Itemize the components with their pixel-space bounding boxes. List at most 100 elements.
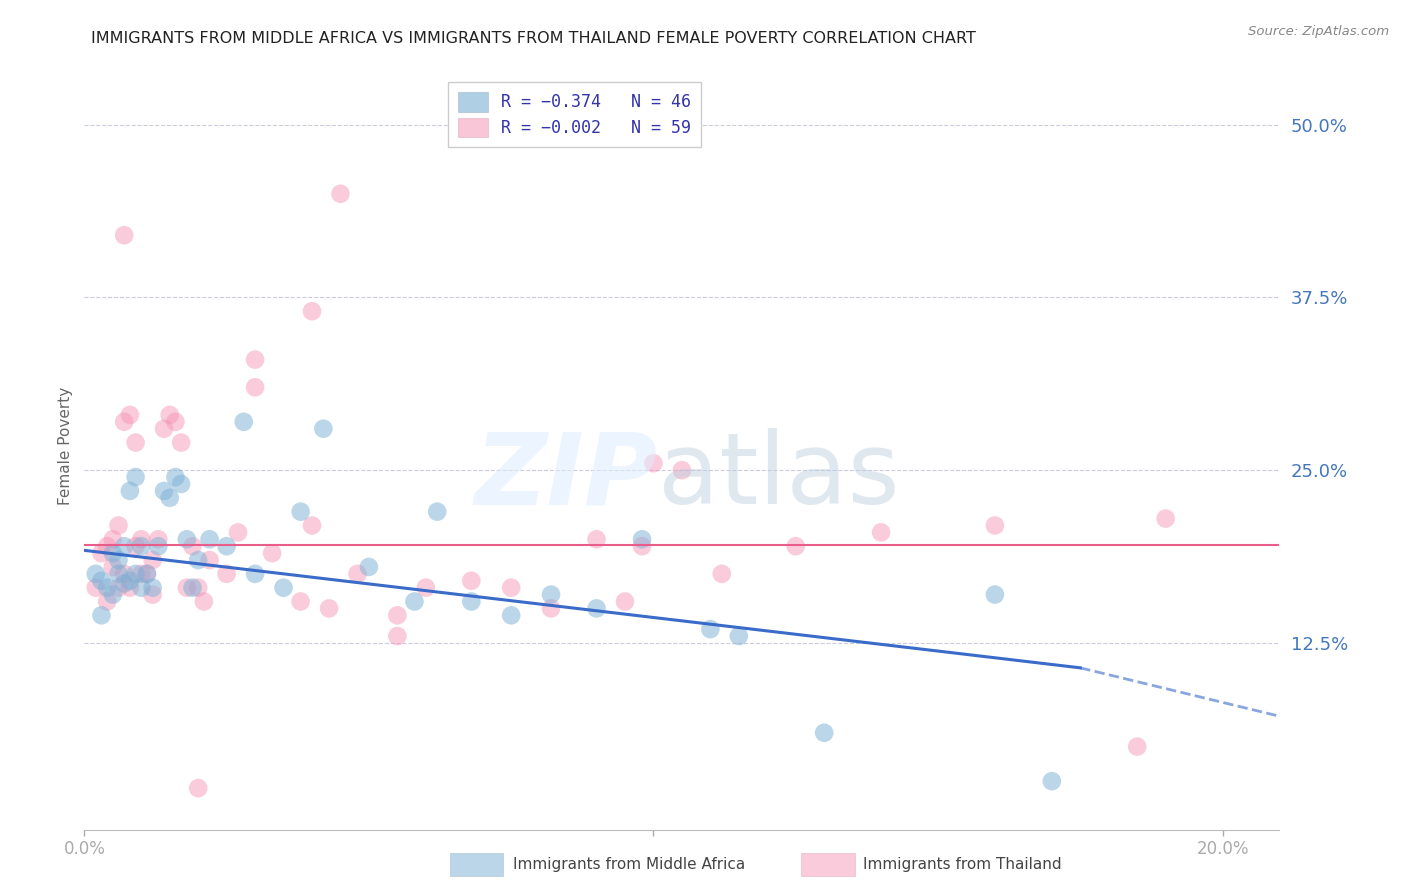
- Point: [107, 581, 129, 595]
- Point: [318, 601, 340, 615]
- Point: [273, 581, 295, 595]
- Point: [329, 186, 352, 201]
- Point: [165, 415, 187, 429]
- Point: [226, 525, 249, 540]
- Point: [176, 533, 198, 547]
- Point: [101, 588, 124, 602]
- Point: [90, 608, 112, 623]
- Point: [404, 594, 426, 608]
- Point: [101, 560, 124, 574]
- Point: [153, 483, 176, 498]
- Point: [118, 408, 141, 422]
- Point: [198, 553, 221, 567]
- Point: [198, 533, 221, 547]
- Point: [124, 566, 146, 581]
- Point: [142, 581, 165, 595]
- Point: [387, 629, 409, 643]
- Point: [460, 574, 482, 588]
- Point: [124, 539, 146, 553]
- Point: [699, 622, 721, 636]
- Point: [643, 456, 665, 470]
- Legend: R = −0.374   N = 46, R = −0.002   N = 59: R = −0.374 N = 46, R = −0.002 N = 59: [447, 82, 702, 147]
- Point: [129, 566, 152, 581]
- Point: [540, 601, 562, 615]
- Point: [159, 408, 181, 422]
- Point: [1040, 774, 1063, 789]
- Point: [107, 566, 129, 581]
- Point: [631, 533, 654, 547]
- Point: [136, 566, 159, 581]
- Text: ZIP: ZIP: [475, 428, 658, 525]
- Point: [193, 594, 215, 608]
- Text: Source: ZipAtlas.com: Source: ZipAtlas.com: [1249, 25, 1389, 38]
- Point: [357, 560, 380, 574]
- Point: [671, 463, 693, 477]
- Point: [112, 566, 135, 581]
- Point: [813, 726, 835, 740]
- Point: [84, 566, 107, 581]
- Point: [346, 566, 368, 581]
- Point: [631, 539, 654, 553]
- Point: [96, 594, 118, 608]
- Point: [90, 546, 112, 560]
- Point: [129, 539, 152, 553]
- Point: [112, 576, 135, 591]
- Point: [101, 533, 124, 547]
- Point: [165, 470, 187, 484]
- Point: [585, 601, 607, 615]
- Point: [112, 539, 135, 553]
- Point: [136, 566, 159, 581]
- Point: [187, 553, 209, 567]
- Point: [262, 546, 284, 560]
- Point: [984, 588, 1007, 602]
- Point: [1126, 739, 1149, 754]
- Point: [415, 581, 437, 595]
- Point: [118, 574, 141, 588]
- Point: [176, 581, 198, 595]
- Point: [426, 505, 449, 519]
- Point: [90, 574, 112, 588]
- Point: [129, 533, 152, 547]
- Point: [501, 581, 523, 595]
- Point: [142, 588, 165, 602]
- Point: [243, 352, 266, 367]
- Point: [170, 477, 193, 491]
- Point: [387, 608, 409, 623]
- Point: [101, 546, 124, 560]
- Text: Immigrants from Middle Africa: Immigrants from Middle Africa: [513, 857, 745, 871]
- Point: [290, 594, 312, 608]
- Point: [84, 581, 107, 595]
- Point: [215, 539, 238, 553]
- Point: [170, 435, 193, 450]
- Point: [540, 588, 562, 602]
- Point: [181, 539, 204, 553]
- Point: [148, 533, 170, 547]
- Point: [301, 304, 323, 318]
- Point: [614, 594, 637, 608]
- Text: atlas: atlas: [658, 428, 900, 525]
- Point: [129, 581, 152, 595]
- Text: IMMIGRANTS FROM MIDDLE AFRICA VS IMMIGRANTS FROM THAILAND FEMALE POVERTY CORRELA: IMMIGRANTS FROM MIDDLE AFRICA VS IMMIGRA…: [91, 31, 976, 46]
- Text: Immigrants from Thailand: Immigrants from Thailand: [863, 857, 1062, 871]
- Point: [312, 422, 335, 436]
- Point: [785, 539, 807, 553]
- Point: [710, 566, 733, 581]
- Point: [870, 525, 893, 540]
- Point: [124, 470, 146, 484]
- Point: [460, 594, 482, 608]
- Point: [153, 422, 176, 436]
- Point: [142, 553, 165, 567]
- Point: [984, 518, 1007, 533]
- Point: [118, 581, 141, 595]
- Y-axis label: Female Poverty: Female Poverty: [58, 387, 73, 505]
- Point: [96, 539, 118, 553]
- Point: [181, 581, 204, 595]
- Point: [301, 518, 323, 533]
- Point: [187, 581, 209, 595]
- Point: [1154, 511, 1177, 525]
- Point: [501, 608, 523, 623]
- Point: [243, 380, 266, 394]
- Point: [159, 491, 181, 505]
- Point: [290, 505, 312, 519]
- Point: [215, 566, 238, 581]
